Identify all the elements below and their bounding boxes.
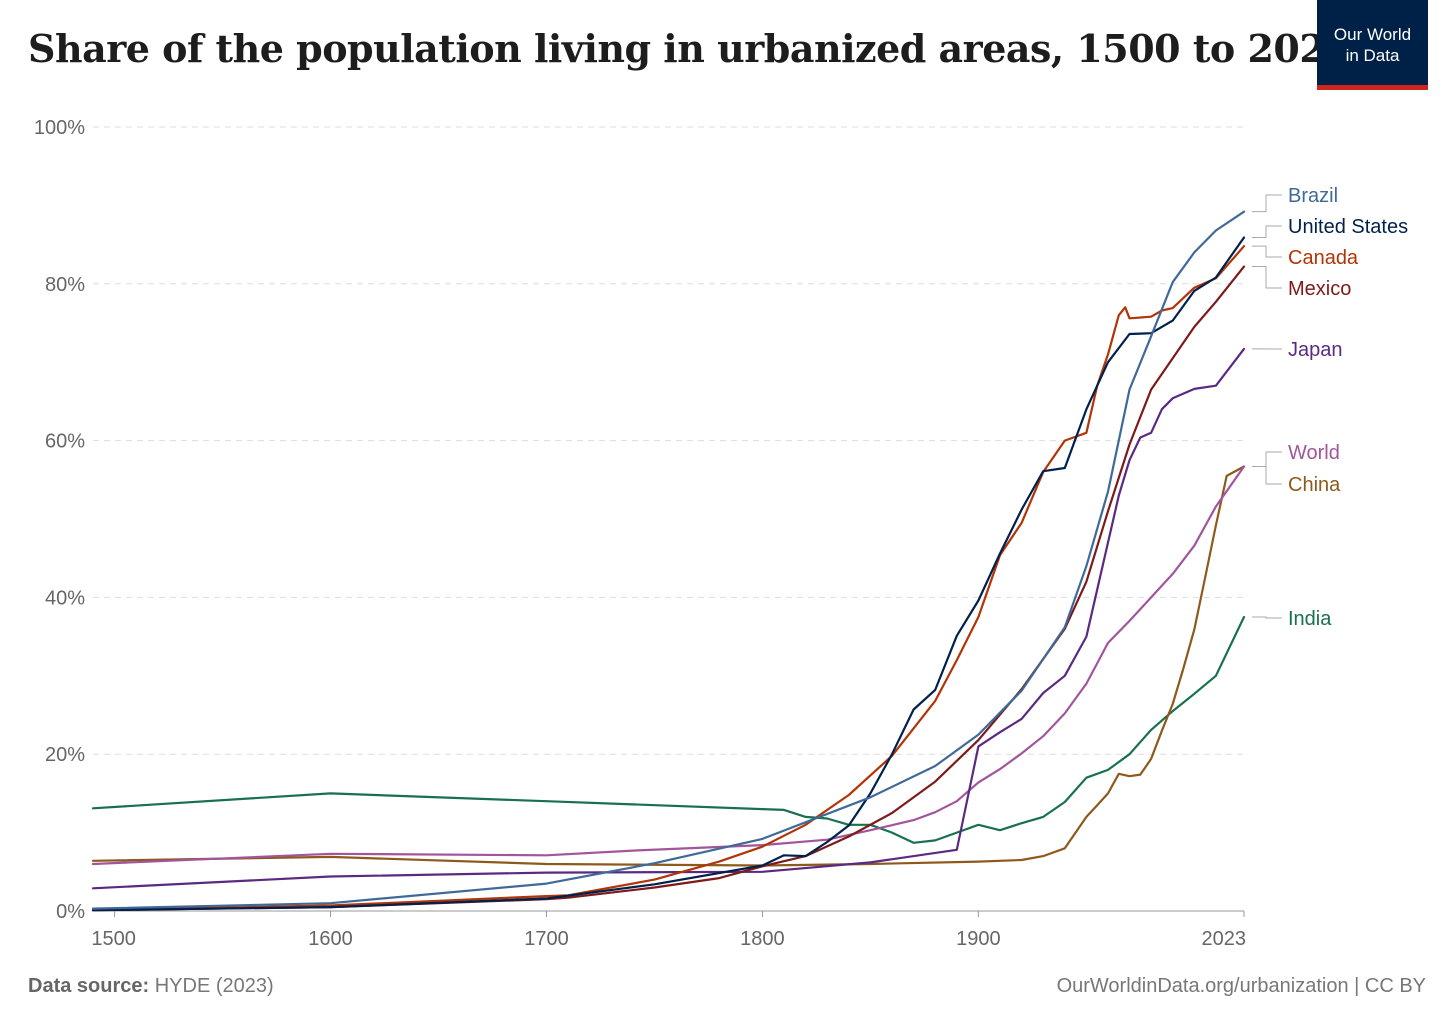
series-line-india[interactable]: [91, 615, 1246, 844]
source-url[interactable]: OurWorldinData.org/urbanization | CC BY: [1056, 975, 1426, 997]
chart-title: Share of the population living in urbani…: [28, 26, 1352, 71]
x-tick-label: 1900: [956, 928, 1001, 950]
label-connector: [1252, 194, 1282, 213]
data-source: Data source: HYDE (2023): [28, 975, 274, 998]
owid-logo[interactable]: Our World in Data: [1317, 0, 1428, 90]
label-connector: [1252, 225, 1282, 239]
series-label-united-states[interactable]: United States: [1288, 216, 1408, 238]
series-line-japan[interactable]: [91, 347, 1246, 890]
y-tick-label: 40%: [45, 587, 85, 609]
series-lines: [91, 210, 1246, 912]
x-tick-label: 1600: [308, 928, 353, 950]
x-tick-label: 1700: [524, 928, 569, 950]
data-source-label: Data source:: [28, 975, 150, 997]
series-line-brazil[interactable]: [91, 210, 1246, 910]
label-connector: [1252, 266, 1282, 289]
series-label-japan[interactable]: Japan: [1288, 339, 1343, 361]
label-connector: [1252, 616, 1282, 619]
x-tick-label: 1500: [91, 928, 136, 950]
label-connector: [1252, 465, 1282, 485]
series-labels: India China World Japan Mexico Canada United S…: [1252, 185, 1408, 630]
data-source-value: HYDE (2023): [154, 975, 274, 997]
series-label-india[interactable]: India: [1288, 608, 1332, 630]
x-tick-label: 2023: [1202, 928, 1247, 950]
series-label-world[interactable]: World: [1288, 442, 1340, 464]
series-label-canada[interactable]: Canada: [1288, 247, 1359, 269]
label-connector: [1252, 451, 1282, 467]
y-tick-label: 80%: [45, 274, 85, 296]
line-chart: 0% 20% 40% 60% 80% 100% 1500 1600 1700 1800 1900 20…: [34, 117, 1408, 950]
series-label-mexico[interactable]: Mexico: [1288, 278, 1351, 300]
series-line-united-states[interactable]: [91, 236, 1246, 912]
logo-line-2: in Data: [1345, 45, 1400, 65]
series-label-brazil[interactable]: Brazil: [1288, 185, 1338, 207]
y-tick-label: 60%: [45, 431, 85, 453]
series-line-canada[interactable]: [91, 245, 1246, 912]
y-tick-label: 100%: [34, 117, 85, 139]
series-line-mexico[interactable]: [91, 265, 1246, 912]
y-tick-label: 0%: [56, 901, 85, 923]
y-tick-label: 20%: [45, 744, 85, 766]
series-label-china[interactable]: China: [1288, 474, 1341, 496]
logo-line-1: Our World: [1333, 24, 1412, 44]
x-tick-label: 1800: [740, 928, 785, 950]
label-connector: [1252, 245, 1282, 258]
series-line-world[interactable]: [91, 465, 1246, 866]
grid-layer: 0% 20% 40% 60% 80% 100% 1500 1600 1700 1800 1900 20…: [34, 117, 1246, 950]
